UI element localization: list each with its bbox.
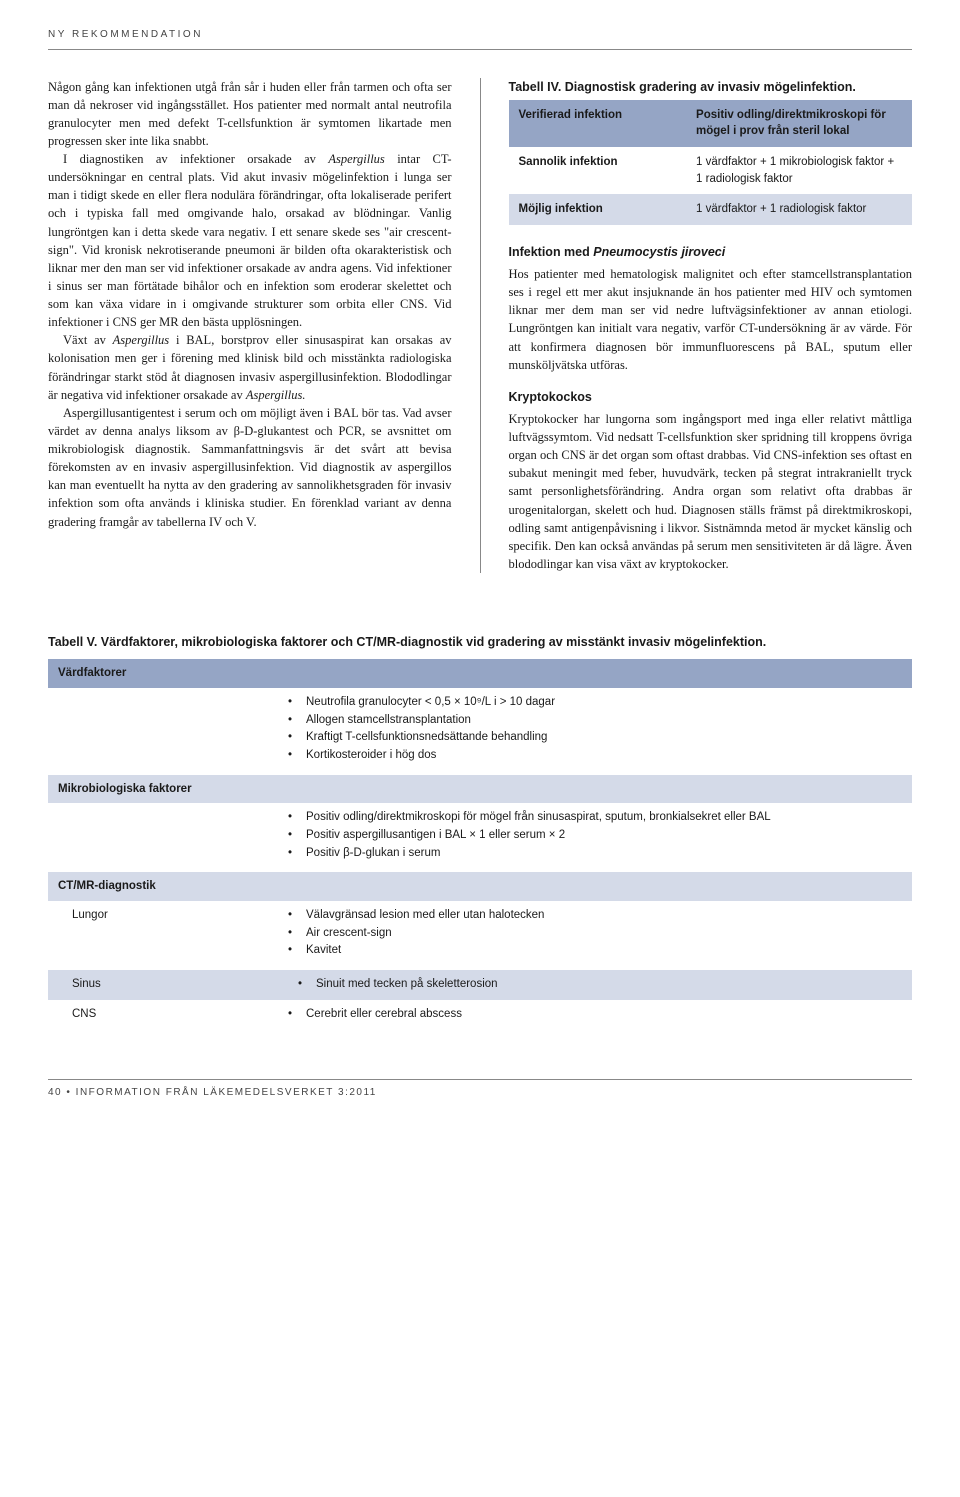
- t5-s3-lungor-label: Lungor: [48, 907, 288, 960]
- left-paragraph-1: Någon gång kan infektionen utgå från sår…: [48, 78, 452, 151]
- table4: Verifierad infektion Positiv odling/dire…: [509, 100, 913, 225]
- t5-s3-lungor-content: Välavgränsad lesion med eller utan halot…: [288, 907, 912, 960]
- pj-body: Hos patienter med hematologisk malignite…: [509, 265, 913, 374]
- left-paragraph-2: I diagnostiken av infektioner orsakade a…: [48, 150, 452, 331]
- right-column: Tabell IV. Diagnostisk gradering av inva…: [509, 78, 913, 574]
- p3-italic-2: Aspergillus.: [246, 388, 306, 402]
- column-divider: [480, 78, 481, 574]
- table4-r2-text: 1 värdfaktor + 1 mikrobiologisk faktor +…: [686, 147, 912, 194]
- p2-italic: Aspergillus: [328, 152, 384, 166]
- t5-s3-sinus-i1: Sinuit med tecken på skeletterosion: [298, 976, 902, 993]
- pj-head-a: Infektion med: [509, 245, 594, 259]
- t5-s2-content: Positiv odling/direktmikroskopi för möge…: [288, 809, 912, 862]
- table4-title: Tabell IV. Diagnostisk gradering av inva…: [509, 78, 913, 96]
- t5-s3-cns-i1: Cerebrit eller cerebral abscess: [288, 1006, 912, 1023]
- t5-s3-lungor-i1: Välavgränsad lesion med eller utan halot…: [288, 907, 912, 924]
- t5-s2-i3: Positiv β-D-glukan i serum: [288, 845, 912, 862]
- page-footer: 40 • INFORMATION FRÅN LÄKEMEDELSVERKET 3…: [48, 1079, 912, 1101]
- t5-s3-sinus-label: Sinus: [58, 976, 298, 994]
- t5-s3-lungor-i2: Air crescent-sign: [288, 925, 912, 942]
- t5-s3-cns-label: CNS: [48, 1006, 288, 1024]
- t5-s1-header: Värdfaktorer: [48, 659, 912, 688]
- t5-s3-cns-content: Cerebrit eller cerebral abscess: [288, 1006, 912, 1024]
- pj-heading: Infektion med Pneumocystis jiroveci: [509, 243, 913, 261]
- kk-body: Kryptokocker har lungorna som ingångspor…: [509, 410, 913, 573]
- left-paragraph-4: Aspergillusantigentest i serum och om mö…: [48, 404, 452, 531]
- t5-s3-cns-row: CNS Cerebrit eller cerebral abscess: [48, 1000, 912, 1034]
- table4-r2-label: Sannolik infektion: [509, 147, 687, 194]
- t5-s1-empty-label: [48, 694, 288, 765]
- t5-s3-sinus-content: Sinuit med tecken på skeletterosion: [298, 976, 902, 994]
- t5-s1-i1: Neutrofila granulocyter < 0,5 × 10⁹/L i …: [288, 694, 912, 711]
- p3-a: Växt av: [63, 333, 113, 347]
- left-column: Någon gång kan infektionen utgå från sår…: [48, 78, 452, 574]
- p2-a: I diagnostiken av infektioner orsakade a…: [63, 152, 328, 166]
- table4-row-3: Möjlig infektion 1 värdfaktor + 1 radiol…: [509, 194, 913, 225]
- t5-s2-i1: Positiv odling/direktmikroskopi för möge…: [288, 809, 912, 826]
- t5-s1-i2: Allogen stamcellstransplantation: [288, 712, 912, 729]
- table4-r3-label: Möjlig infektion: [509, 194, 687, 225]
- left-paragraph-3: Växt av Aspergillus i BAL, borstprov ell…: [48, 331, 452, 404]
- table4-r1-label: Verifierad infektion: [509, 100, 687, 147]
- t5-s2-i2: Positiv aspergillusantigen i BAL × 1 ell…: [288, 827, 912, 844]
- table5-title: Tabell V. Värdfaktorer, mikrobiologiska …: [48, 633, 912, 651]
- t5-s2-empty-label: [48, 809, 288, 862]
- t5-s2-row: Positiv odling/direktmikroskopi för möge…: [48, 803, 912, 872]
- table5: Tabell V. Värdfaktorer, mikrobiologiska …: [48, 633, 912, 1033]
- t5-s1-row: Neutrofila granulocyter < 0,5 × 10⁹/L i …: [48, 688, 912, 775]
- t5-s3-lungor-row: Lungor Välavgränsad lesion med eller uta…: [48, 901, 912, 970]
- p2-b: intar CT-undersökningar en central plats…: [48, 152, 452, 329]
- t5-s2-header: Mikrobiologiska faktorer: [48, 775, 912, 804]
- kk-heading: Kryptokockos: [509, 388, 913, 406]
- main-two-column: Någon gång kan infektionen utgå från sår…: [48, 78, 912, 574]
- page-header-label: NY REKOMMENDATION: [48, 28, 912, 50]
- t5-s3-sinus-row: Sinus Sinuit med tecken på skeletterosio…: [48, 970, 912, 1000]
- p3-italic-1: Aspergillus: [113, 333, 169, 347]
- table4-r3-text: 1 värdfaktor + 1 radiologisk faktor: [686, 194, 912, 225]
- t5-s1-i4: Kortikosteroider i hög dos: [288, 747, 912, 764]
- t5-s3-header: CT/MR-diagnostik: [48, 872, 912, 901]
- t5-s1-i3: Kraftigt T-cellsfunktionsnedsättande beh…: [288, 729, 912, 746]
- table4-row-2: Sannolik infektion 1 värdfaktor + 1 mikr…: [509, 147, 913, 194]
- table4-r1-text: Positiv odling/direktmikroskopi för möge…: [686, 100, 912, 147]
- pj-head-b: Pneumocystis jiroveci: [593, 245, 725, 259]
- table4-row-1: Verifierad infektion Positiv odling/dire…: [509, 100, 913, 147]
- t5-s3-lungor-i3: Kavitet: [288, 942, 912, 959]
- t5-s1-content: Neutrofila granulocyter < 0,5 × 10⁹/L i …: [288, 694, 912, 765]
